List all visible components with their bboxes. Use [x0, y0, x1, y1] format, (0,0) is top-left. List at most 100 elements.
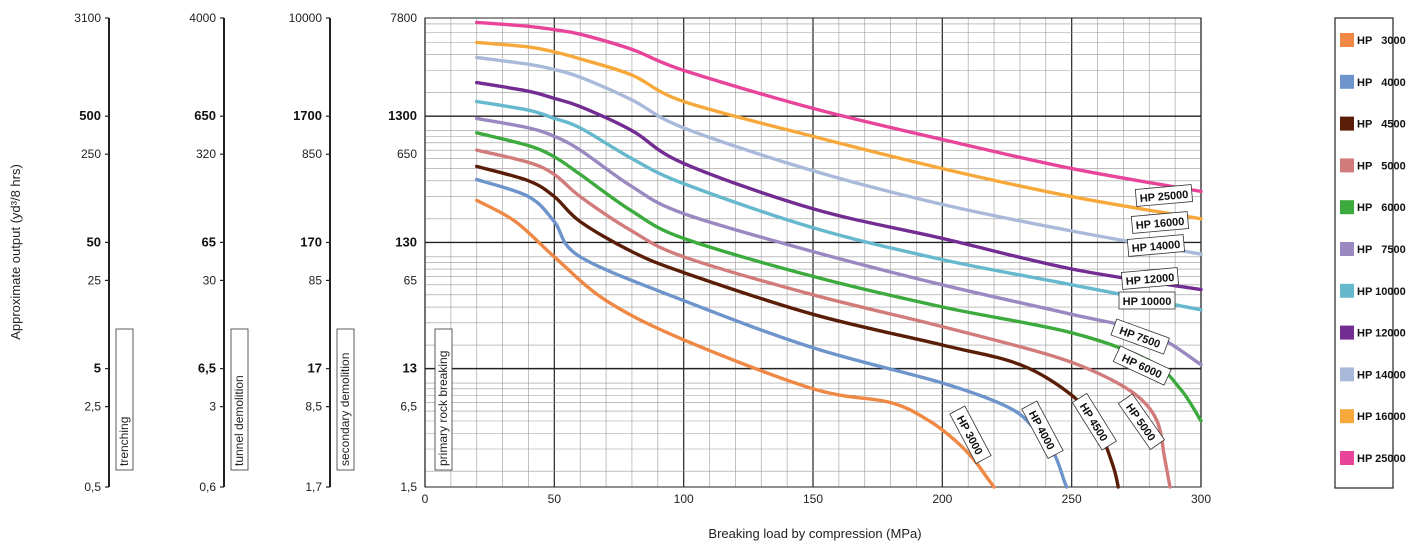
side-axis-tick-label: 65: [202, 234, 216, 249]
legend-label: HP 3000: [1357, 35, 1406, 47]
side-axis-tick-label: 8,5: [305, 400, 322, 414]
legend-swatch: [1340, 200, 1354, 215]
main-axis-label-box: [434, 328, 453, 471]
curve-label-box: [1134, 184, 1194, 207]
y-axis-title: Approximate output (yd³/8 hrs): [8, 164, 23, 340]
y-tick-label: 6,5: [400, 400, 417, 414]
curve-label-text: HP 25000: [1139, 189, 1189, 205]
legend-swatch: [1340, 325, 1354, 340]
side-axis-tick-label: 0,5: [84, 480, 101, 494]
legend-swatch: [1340, 74, 1354, 89]
axes: Breaking load by compression (MPa) Appro…: [8, 11, 1211, 541]
series-line: [475, 20, 1203, 194]
side-axis-tick-label: 5: [94, 361, 101, 376]
side-axis-tick-label: 850: [302, 147, 322, 161]
x-tick-label: 50: [548, 492, 562, 506]
x-tick-label: 0: [422, 492, 429, 506]
curve-label-box: [1118, 291, 1176, 310]
curve-label: HP 4500: [1071, 392, 1118, 451]
series-line: [475, 164, 1120, 489]
curve-label-box: [1130, 211, 1190, 234]
legend-swatch: [1340, 451, 1354, 465]
side-axis-label: trenching: [117, 417, 131, 466]
curve-label-text: HP 16000: [1135, 216, 1185, 232]
y-tick-label: 65: [404, 273, 418, 287]
side-axis-tick-label: 30: [203, 273, 217, 287]
legend-label: HP 4500: [1357, 119, 1406, 131]
legend-label: HP 5000: [1357, 160, 1406, 172]
side-axis-tick-label: 650: [194, 108, 216, 123]
curve-label: HP 12000: [1120, 267, 1180, 290]
series-line: [475, 40, 1203, 221]
side-axis-tick-label: 250: [81, 147, 101, 161]
x-axis-title: Breaking load by compression (MPa): [708, 526, 921, 541]
y-tick-label: 13: [403, 361, 417, 376]
y-tick-label: 650: [397, 147, 417, 161]
curve-label-box: [949, 405, 992, 465]
side-axis-tick-label: 170: [300, 234, 322, 249]
legend-label: HP 16000: [1357, 411, 1406, 423]
curve-label-text: HP 10000: [1123, 296, 1172, 308]
legend-swatch: [1340, 367, 1354, 382]
side-axis-tick-label: 50: [87, 234, 101, 249]
side-axis-label-box: [230, 328, 249, 471]
side-axis-label-box: [336, 328, 355, 471]
side-axis-label: tunnel demolition: [232, 375, 246, 466]
curve-label: HP 25000: [1134, 184, 1194, 207]
side-axis-tick-label: 0,6: [199, 480, 216, 494]
curve-label-text: HP 12000: [1125, 272, 1175, 288]
curve-label: HP 16000: [1130, 211, 1190, 234]
side-axis-tick-label: 25: [88, 273, 102, 287]
side-axis-tick-label: 1,7: [305, 480, 322, 494]
side-axis-tick-label: 320: [196, 147, 216, 161]
legend-label: HP 4000: [1357, 77, 1406, 89]
series-line: [475, 55, 1203, 256]
side-axis-tick-label: 85: [309, 273, 323, 287]
side-axis-tick-label: 3: [209, 400, 216, 414]
side-axis-tick-label: 500: [79, 108, 101, 123]
side-axes: 3100 500 250 50 25 5 2,5 0,5 trenching 4000 650 320…: [74, 11, 355, 494]
side-axis-label: secondary demolition: [338, 353, 352, 466]
legend-label: HP 10000: [1357, 286, 1406, 298]
curve-label-box: [1117, 393, 1165, 451]
side-axis-tick-label: 17: [308, 361, 322, 376]
legend: HP 3000 HP 4000 HP 4500 HP 5000 HP 6000 HP 75…: [1334, 17, 1406, 489]
side-axis-tick-label: 4000: [189, 11, 216, 25]
curve-label-text: HP 14000: [1131, 239, 1181, 255]
curve-label-box: [1126, 234, 1186, 257]
legend-swatch: [1340, 33, 1354, 47]
curve-label-box: [1120, 267, 1180, 290]
x-tick-label: 100: [674, 492, 694, 506]
series-line: [475, 99, 1203, 312]
x-tick-label: 250: [1062, 492, 1082, 506]
legend-swatch: [1340, 283, 1354, 298]
legend-swatch: [1340, 158, 1354, 173]
curve-label-box: [1071, 392, 1118, 451]
side-axis-tick-label: 3100: [74, 11, 101, 25]
legend-label: HP 25000: [1357, 453, 1406, 465]
y-tick-label: 1,5: [400, 480, 417, 494]
legend-swatch: [1340, 116, 1354, 131]
legend-label: HP 6000: [1357, 202, 1406, 214]
y-tick-label: 7800: [390, 11, 417, 25]
curve-label-box: [1112, 345, 1172, 386]
y-tick-label: 130: [395, 234, 417, 249]
curve-label-box: [1110, 318, 1170, 355]
curve-label: HP 14000: [1126, 234, 1186, 257]
series-line: [475, 80, 1203, 292]
curve-label: HP 10000: [1118, 291, 1176, 310]
side-axis-tick-label: 2,5: [84, 400, 101, 414]
x-tick-label: 200: [932, 492, 952, 506]
main-axis-label: primary rock breaking: [436, 351, 450, 466]
x-tick-label: 150: [803, 492, 823, 506]
side-axis-tick-label: 6,5: [198, 361, 216, 376]
legend-label: HP 7500: [1357, 244, 1406, 256]
legend-swatch: [1340, 409, 1354, 424]
side-axis-tick-label: 1700: [293, 108, 322, 123]
y-tick-label: 1300: [388, 108, 417, 123]
series-line: [475, 148, 1172, 489]
legend-label: HP 14000: [1357, 369, 1406, 381]
curve-label: HP 4000: [1021, 400, 1064, 460]
x-tick-label: 300: [1191, 492, 1211, 506]
